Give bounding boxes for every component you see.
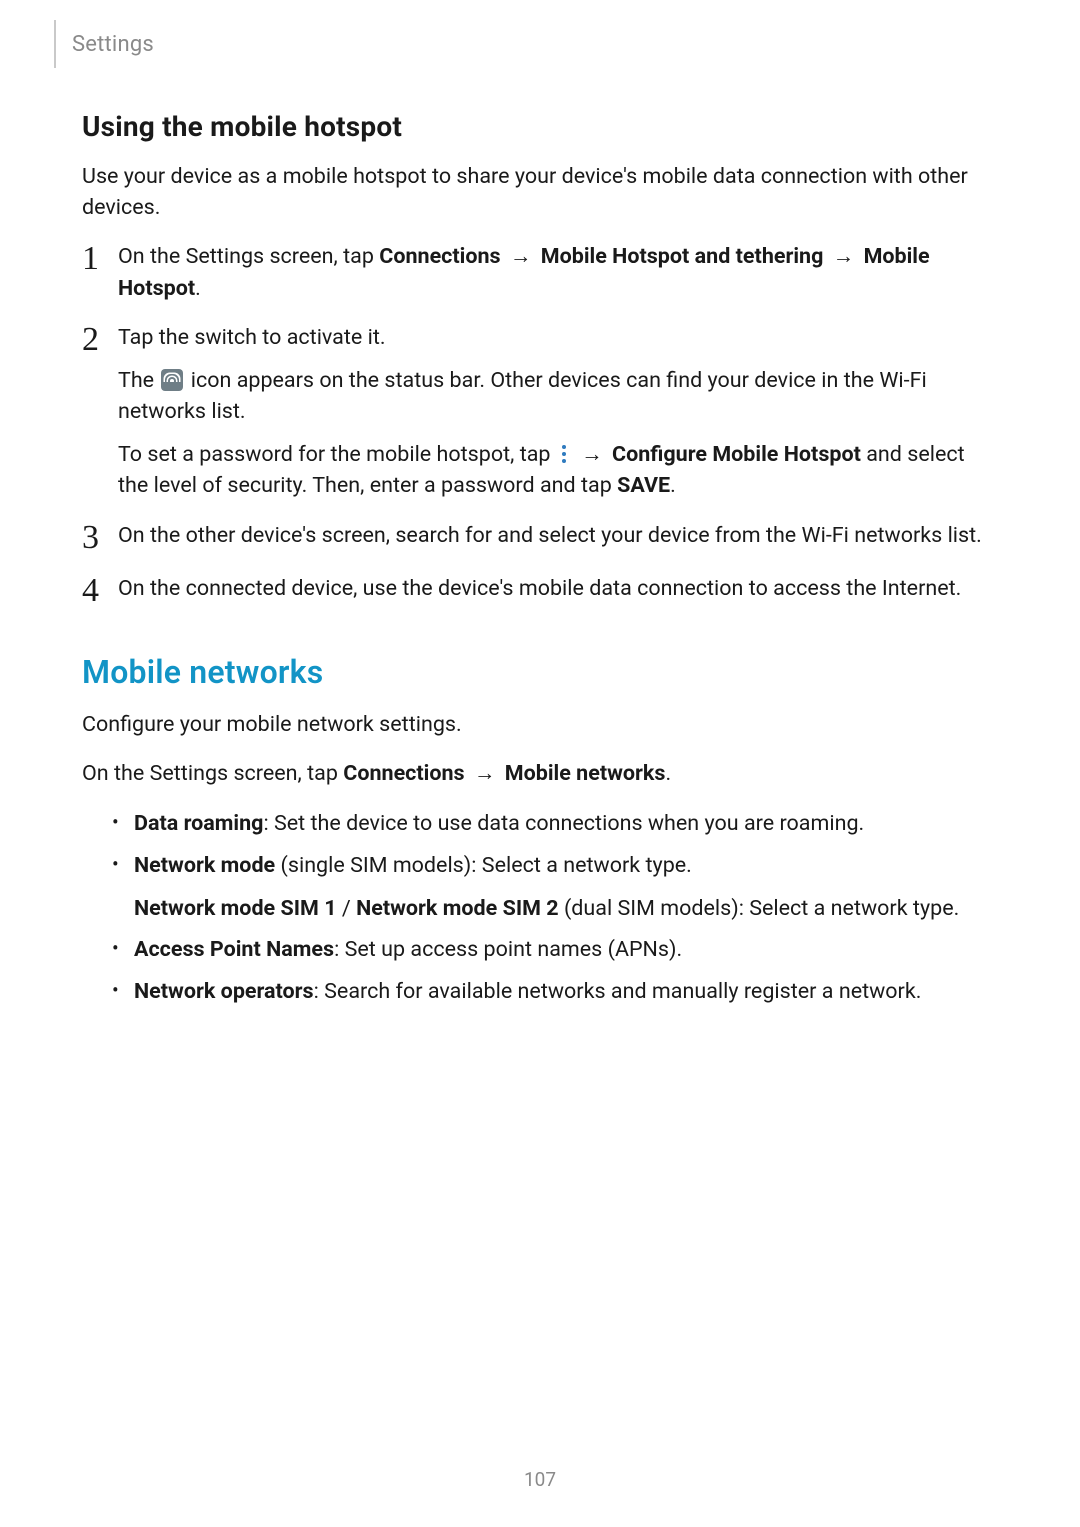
step-subtext: The icon appears on the status bar. Othe… [118, 365, 1000, 427]
text-bold: Mobile Hotspot and tethering [541, 244, 824, 269]
step-text: On the other device's screen, search for… [118, 520, 1000, 551]
text: To set a password for the mobile hotspot… [118, 442, 556, 467]
step-text: Tap the switch to activate it. [118, 322, 1000, 353]
hotspot-icon [161, 369, 183, 391]
page-number: 107 [0, 1468, 1080, 1491]
text-bold: Configure Mobile Hotspot [612, 442, 861, 467]
text-bold: Access Point Names [134, 937, 334, 962]
arrow-icon: → [829, 244, 859, 269]
header-section-label: Settings [72, 32, 154, 57]
text: / [337, 896, 357, 921]
text-bold: Connections [379, 244, 500, 269]
arrow-icon: → [577, 442, 607, 467]
step-3: 3 On the other device's screen, search f… [82, 520, 1000, 556]
content: Using the mobile hotspot Use your device… [82, 110, 1000, 1008]
text: : Set up access point names (APNs). [334, 937, 682, 962]
text: : Search for available networks and manu… [314, 979, 922, 1004]
arrow-icon: → [470, 761, 500, 786]
bullet-list: Data roaming: Set the device to use data… [82, 807, 1000, 1008]
step-number: 3 [82, 520, 118, 556]
list-item: Network mode (single SIM models): Select… [112, 849, 1000, 926]
step-number: 2 [82, 322, 118, 358]
text-bold: Connections [343, 761, 464, 786]
list-item: Network operators: Search for available … [112, 975, 1000, 1008]
text-bold: Mobile networks [505, 761, 666, 786]
text: . [670, 473, 676, 498]
text-bold: Network mode SIM 2 [356, 896, 559, 921]
text-bold: Data roaming [134, 811, 263, 836]
step-text: On the Settings screen, tap Connections … [118, 241, 1000, 303]
text-bold: Network operators [134, 979, 314, 1004]
text: (dual SIM models): Select a network type… [559, 896, 960, 921]
header-rule [54, 20, 56, 68]
mnet-path: On the Settings screen, tap Connections … [82, 758, 1000, 789]
text-bold: Network mode SIM 1 [134, 896, 337, 921]
text: On the Settings screen, tap [118, 244, 379, 269]
step-body: On the Settings screen, tap Connections … [118, 241, 1000, 303]
step-body: On the other device's screen, search for… [118, 520, 1000, 551]
text: The [118, 368, 159, 393]
step-subtext: To set a password for the mobile hotspot… [118, 439, 1000, 501]
intro-paragraph: Use your device as a mobile hotspot to s… [82, 161, 1000, 223]
arrow-icon: → [506, 244, 536, 269]
heading-mobile-networks: Mobile networks [82, 653, 1000, 691]
step-2: 2 Tap the switch to activate it. The ico… [82, 322, 1000, 502]
text-bold: Network mode [134, 853, 275, 878]
steps-list: 1 On the Settings screen, tap Connection… [82, 241, 1000, 609]
text: (single SIM models): Select a network ty… [275, 853, 692, 878]
step-number: 4 [82, 573, 118, 609]
step-number: 1 [82, 241, 118, 277]
text-bold: SAVE [617, 473, 670, 498]
step-4: 4 On the connected device, use the devic… [82, 573, 1000, 609]
more-options-icon [558, 443, 570, 465]
step-1: 1 On the Settings screen, tap Connection… [82, 241, 1000, 303]
text: On the Settings screen, tap [82, 761, 343, 786]
step-body: On the connected device, use the device'… [118, 573, 1000, 604]
text: : Set the device to use data connections… [263, 811, 864, 836]
text: . [195, 276, 201, 301]
text: icon appears on the status bar. Other de… [118, 368, 927, 424]
mnet-intro: Configure your mobile network settings. [82, 709, 1000, 740]
step-text: On the connected device, use the device'… [118, 573, 1000, 604]
list-item: Data roaming: Set the device to use data… [112, 807, 1000, 840]
text: . [665, 761, 671, 786]
list-item: Access Point Names: Set up access point … [112, 933, 1000, 966]
step-body: Tap the switch to activate it. The icon … [118, 322, 1000, 502]
list-item-continuation: Network mode SIM 1 / Network mode SIM 2 … [134, 892, 1000, 925]
page: Settings Using the mobile hotspot Use yo… [0, 0, 1080, 1527]
heading-using-mobile-hotspot: Using the mobile hotspot [82, 110, 1000, 143]
